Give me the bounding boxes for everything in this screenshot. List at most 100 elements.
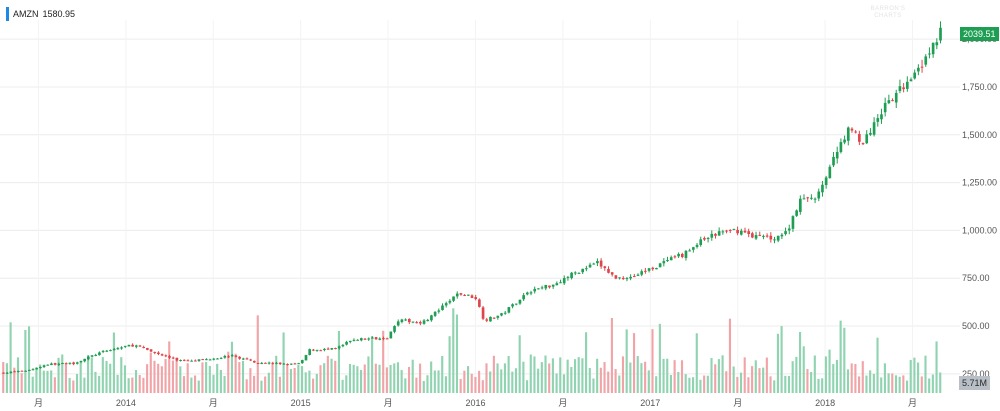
volume-bar — [739, 372, 743, 393]
candle-body — [481, 307, 485, 319]
volume-bar — [537, 368, 540, 393]
candle-body — [455, 293, 459, 297]
volume-bar — [492, 355, 495, 393]
volume-bar — [787, 376, 791, 393]
volume-bar — [832, 364, 835, 393]
candle-body — [352, 339, 356, 341]
volume-bar — [828, 349, 831, 393]
candle-body — [378, 338, 382, 340]
candle-body — [581, 268, 584, 273]
candle-body — [101, 350, 105, 352]
volume-bar — [149, 352, 152, 393]
volume-bar — [924, 355, 927, 393]
volume-bar — [430, 361, 433, 393]
candle-body — [891, 100, 894, 102]
candle-body — [459, 293, 463, 295]
volume-bar — [293, 368, 296, 393]
volume-bar — [448, 336, 451, 393]
candle-body — [669, 257, 673, 261]
candle-body — [190, 360, 193, 362]
volume-bar — [666, 358, 669, 393]
candle-body — [688, 250, 691, 252]
volume-bar — [186, 363, 189, 393]
volume-bar — [160, 366, 163, 393]
volume-bar — [131, 377, 134, 393]
volume-bar — [798, 331, 802, 393]
candle-body — [341, 345, 345, 347]
volume-bar — [592, 378, 595, 393]
volume-bar — [736, 376, 739, 393]
candle-body — [157, 352, 160, 355]
candle-body — [182, 359, 186, 361]
candle-body — [787, 228, 791, 231]
candle-body — [618, 277, 621, 279]
candle-body — [636, 274, 640, 276]
volume-bar — [466, 366, 470, 393]
volume-bar — [5, 363, 8, 393]
candle-body — [924, 56, 928, 65]
volume-bar — [603, 362, 606, 393]
volume-bar — [507, 356, 510, 393]
y-axis: 250.00 500.00 750.00 1,000.00 1,250.00 1,500.… — [962, 34, 997, 379]
volume-bar — [363, 364, 366, 393]
volume-bar — [865, 375, 868, 393]
volume-bar — [843, 327, 846, 393]
candle-body — [607, 268, 610, 273]
volume-bar — [526, 380, 529, 393]
volume-bar — [227, 351, 230, 393]
candle-body — [308, 349, 312, 355]
candle-body — [334, 348, 337, 350]
candle-body — [407, 318, 411, 323]
candle-body — [264, 362, 267, 364]
volume-bar — [839, 320, 842, 393]
candle-body — [522, 295, 525, 300]
volume-bar — [278, 376, 281, 393]
candle-body — [116, 348, 120, 350]
volume-bar — [677, 371, 680, 393]
volume-bar — [585, 332, 588, 393]
volume-bar — [64, 363, 68, 393]
volume-bar — [706, 375, 709, 393]
candle-body — [765, 235, 769, 237]
volume-bar — [928, 378, 931, 393]
volume-bar — [813, 355, 816, 393]
candle-body — [662, 261, 666, 264]
candle-body — [35, 368, 39, 370]
candle-body — [821, 184, 824, 193]
candle-body — [503, 312, 507, 314]
candle-body — [286, 364, 289, 366]
candle-body — [5, 372, 9, 374]
volume-bar — [168, 341, 171, 393]
volume-bar — [120, 357, 123, 393]
volume-bar — [197, 380, 200, 393]
volume-bar — [337, 330, 340, 393]
candle-body — [695, 244, 699, 247]
volume-bar — [426, 375, 429, 393]
volume-bar — [898, 376, 901, 393]
candle-body — [234, 355, 238, 357]
candle-body — [655, 268, 658, 270]
volume-bar — [90, 358, 93, 393]
x-tick-label: 月 — [558, 398, 567, 408]
candle-body — [555, 283, 559, 286]
candle-body — [703, 238, 706, 240]
volume-bar — [138, 375, 141, 393]
volume-bar — [415, 377, 418, 393]
candle-body — [382, 338, 385, 340]
volume-bar — [190, 377, 193, 393]
volume-bar — [437, 370, 440, 393]
volume-bar — [522, 361, 525, 393]
candle-body — [699, 239, 703, 245]
candle-body — [345, 341, 348, 345]
candle-body — [112, 348, 116, 351]
volume-bar — [478, 370, 481, 393]
candle-body — [149, 349, 153, 352]
candle-body — [319, 350, 323, 352]
candle-body — [109, 350, 112, 352]
candle-body — [677, 253, 680, 257]
volume-bar — [404, 378, 407, 393]
x-tick-label: 月 — [34, 398, 43, 408]
volume-bar — [762, 367, 765, 393]
last-price-tag: 2039.51 — [960, 27, 999, 41]
